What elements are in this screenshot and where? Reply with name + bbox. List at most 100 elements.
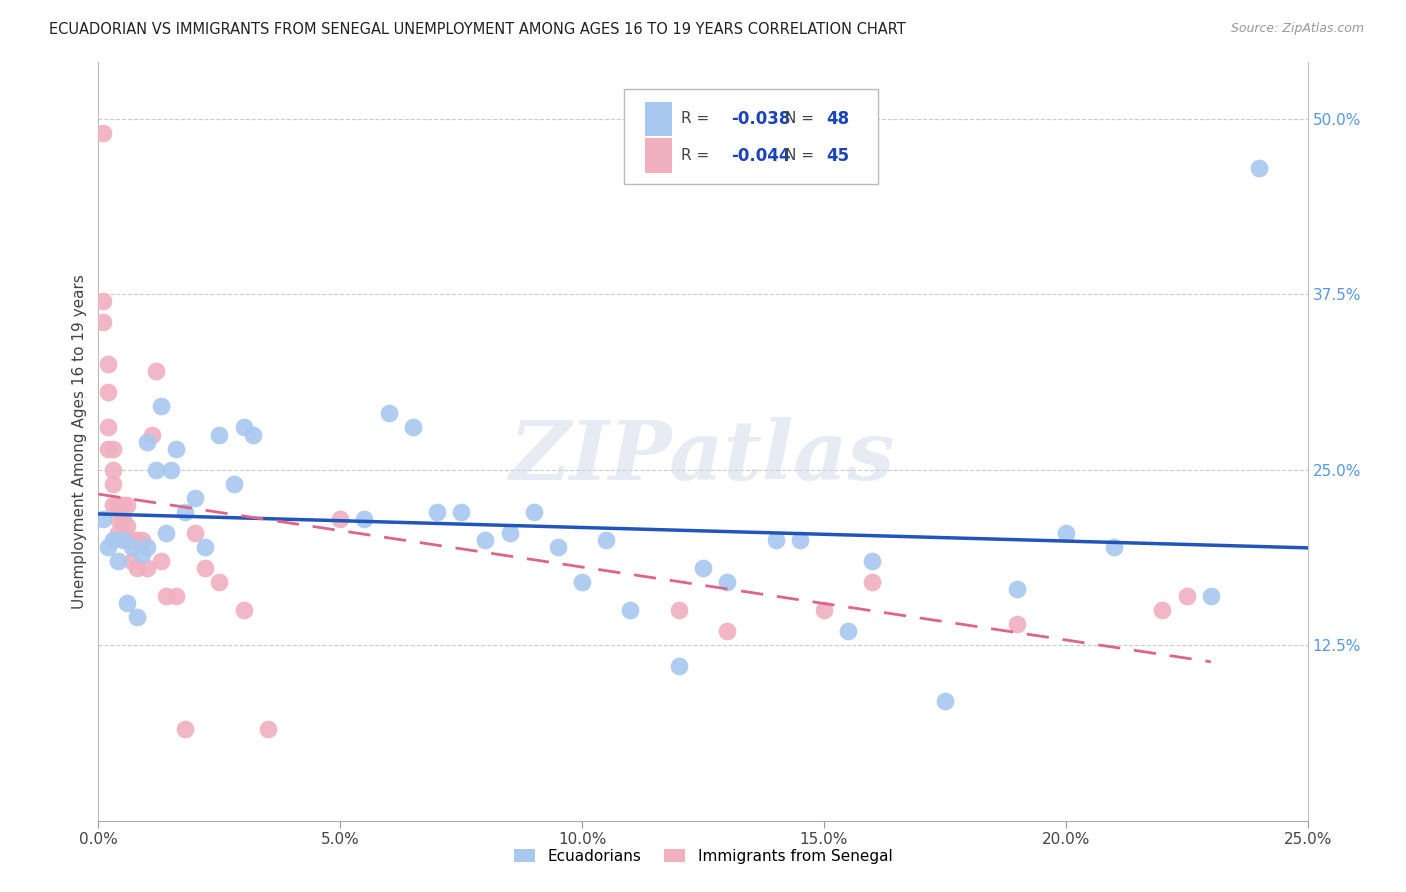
Point [111,512,134,526]
Text: Source: ZipAtlas.com: Source: ZipAtlas.com [1230,22,1364,36]
Point [97,385,120,400]
Text: N =: N = [785,148,820,163]
Point [789,533,811,547]
Point [121,533,143,547]
Point [619,603,641,617]
Point [127,610,149,624]
Point [547,540,569,554]
Text: 48: 48 [827,110,849,128]
Point [668,659,690,673]
Point [101,462,124,476]
Point [595,533,617,547]
Point [208,427,231,442]
Point [117,596,139,610]
Point [692,561,714,575]
Point [426,505,449,519]
Point [101,442,124,456]
Point [117,518,139,533]
Point [860,554,883,568]
Point [716,624,738,639]
Point [97,540,120,554]
Point [91,126,114,140]
Point [837,624,859,639]
Point [155,589,177,603]
Point [165,442,187,456]
Text: R =: R = [682,148,714,163]
Point [107,554,129,568]
Point [184,525,207,540]
Point [101,476,124,491]
Point [860,574,883,589]
Point [111,498,134,512]
Point [329,512,352,526]
Point [242,427,264,442]
Point [97,357,120,371]
Point [1054,525,1077,540]
Point [107,525,129,540]
Point [127,533,149,547]
Point [1007,617,1029,632]
Point [1007,582,1029,596]
Point [174,505,197,519]
Point [194,540,217,554]
Point [813,603,835,617]
Point [121,540,143,554]
Point [111,525,134,540]
Point [765,533,787,547]
Point [716,574,738,589]
Point [155,525,177,540]
Point [111,533,134,547]
Point [141,427,163,442]
Point [135,561,157,575]
Point [1199,589,1222,603]
Point [97,442,120,456]
Point [91,512,114,526]
Point [498,525,520,540]
Point [117,498,139,512]
Point [184,491,207,505]
Point [150,554,173,568]
FancyBboxPatch shape [645,102,672,136]
Point [121,554,143,568]
Point [256,723,278,737]
Point [97,420,120,434]
Point [135,434,157,449]
Point [131,547,153,561]
Point [101,498,124,512]
Point [1249,161,1271,175]
Text: R =: R = [682,112,714,127]
Point [174,723,197,737]
FancyBboxPatch shape [645,138,672,173]
Point [523,505,546,519]
Point [160,462,183,476]
Point [1152,603,1174,617]
Point [107,498,129,512]
Text: ECUADORIAN VS IMMIGRANTS FROM SENEGAL UNEMPLOYMENT AMONG AGES 16 TO 19 YEARS COR: ECUADORIAN VS IMMIGRANTS FROM SENEGAL UN… [49,22,905,37]
Legend: Ecuadorians, Immigrants from Senegal: Ecuadorians, Immigrants from Senegal [508,843,898,870]
Point [135,540,157,554]
Text: -0.044: -0.044 [731,146,790,164]
Point [145,462,167,476]
Point [222,476,245,491]
Point [353,512,375,526]
Point [571,574,593,589]
Point [208,574,231,589]
Point [232,603,254,617]
Point [934,694,956,708]
Text: ZIPatlas: ZIPatlas [510,417,896,497]
Point [91,294,114,309]
Text: 45: 45 [827,146,849,164]
Point [91,315,114,329]
Point [145,364,167,378]
Y-axis label: Unemployment Among Ages 16 to 19 years: Unemployment Among Ages 16 to 19 years [72,274,87,609]
Point [402,420,425,434]
Point [127,561,149,575]
Point [194,561,217,575]
Point [150,400,173,414]
FancyBboxPatch shape [624,89,879,184]
Point [377,407,399,421]
Point [101,533,124,547]
Point [107,512,129,526]
Point [1102,540,1125,554]
Point [1175,589,1198,603]
